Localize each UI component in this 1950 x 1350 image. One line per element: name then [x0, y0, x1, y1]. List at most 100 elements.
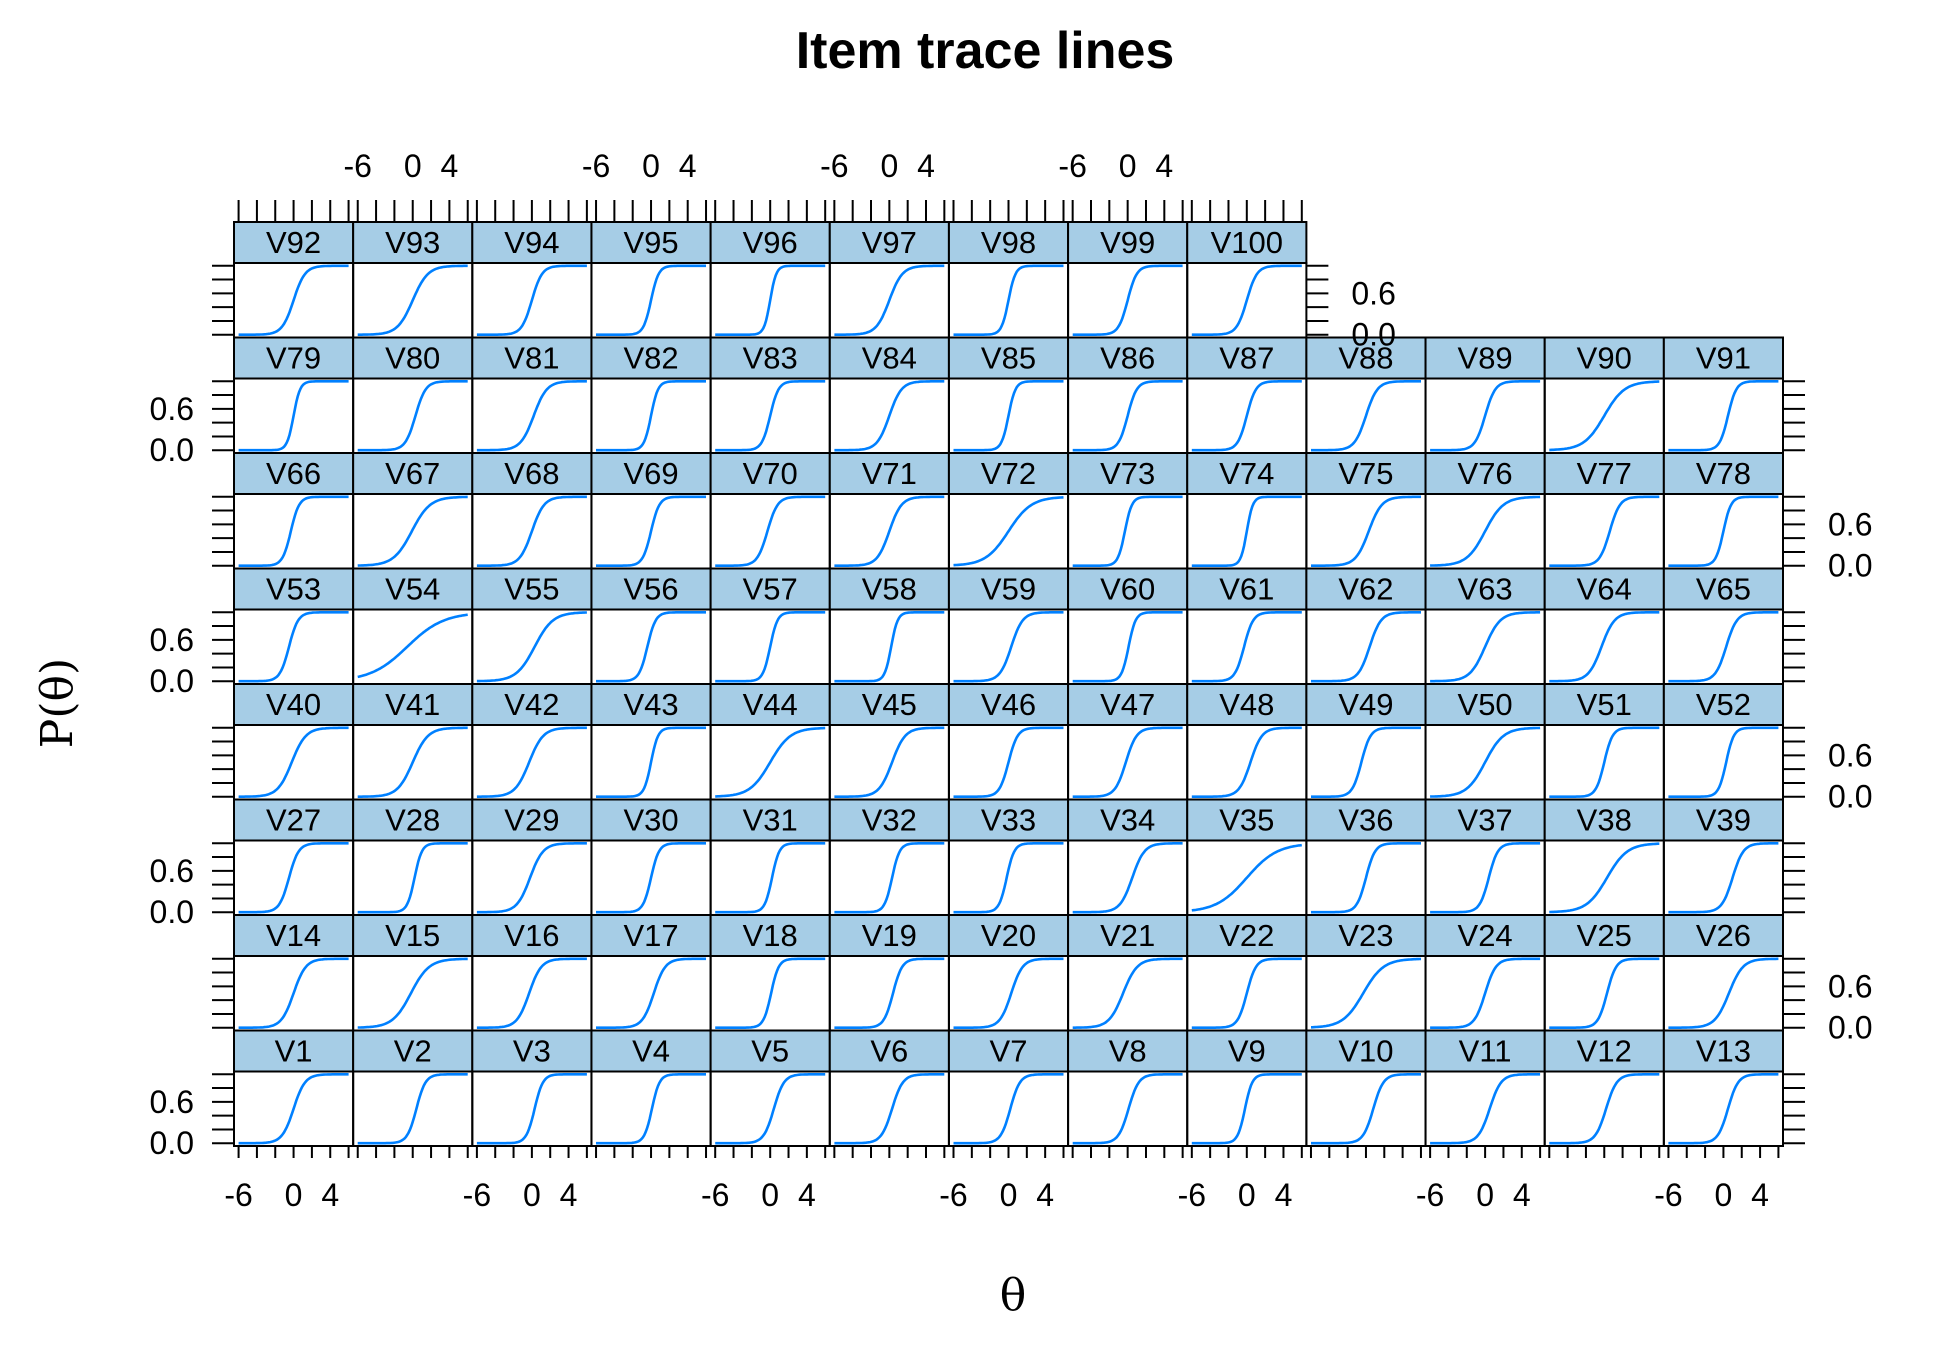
plot-area — [471, 724, 593, 801]
trace-line-V29 — [476, 842, 587, 914]
strip-V28 — [352, 798, 474, 842]
trace-line-V43 — [596, 726, 706, 798]
panel-V57: V57 — [709, 567, 831, 685]
x-tick-label: 4 — [1036, 1177, 1054, 1213]
strip-label: V92 — [266, 225, 321, 260]
plot-area — [1067, 493, 1189, 570]
panel-V33: V33 — [947, 798, 1070, 916]
x-tick-label-top: 4 — [1155, 148, 1173, 184]
plot-area — [1424, 1070, 1546, 1147]
strip-label: V75 — [1338, 456, 1393, 491]
panel-V3: V3 — [471, 1029, 593, 1147]
x-tick-label: -6 — [224, 1177, 252, 1213]
panel-V70: V70 — [709, 452, 831, 570]
strip-label: V9 — [1228, 1034, 1266, 1069]
plot-area — [947, 955, 1070, 1032]
panel-V51: V51 — [1543, 683, 1665, 801]
strip-label: V70 — [743, 456, 798, 491]
trace-line-V3 — [476, 1073, 587, 1145]
strip-V94 — [471, 221, 593, 264]
panel-V88: V88 — [1305, 336, 1427, 454]
strip-label: V7 — [990, 1034, 1028, 1069]
y-tick-label-right: 0.0 — [1828, 1010, 1872, 1046]
strip-label: V53 — [266, 572, 321, 607]
strip-label: V34 — [1100, 803, 1155, 838]
panel-V81: V81 — [471, 336, 593, 454]
plot-area — [1662, 839, 1785, 916]
trace-line-V91 — [1668, 380, 1779, 452]
trace-line-V37 — [1430, 842, 1541, 914]
plot-area — [947, 608, 1070, 685]
trace-line-V5 — [715, 1073, 826, 1145]
y-tick-label: 0.6 — [150, 622, 194, 658]
trace-line-V69 — [596, 495, 706, 567]
trace-line-V51 — [1549, 726, 1660, 798]
plot-area — [709, 1070, 831, 1147]
strip-V31 — [709, 798, 831, 842]
trace-line-V49 — [1311, 726, 1421, 798]
trace-line-V33 — [953, 842, 1064, 914]
strip-label: V33 — [981, 803, 1036, 838]
strip-label: V25 — [1577, 918, 1632, 953]
x-tick-label-top: 4 — [679, 148, 697, 184]
trace-line-V39 — [1668, 842, 1779, 914]
panel-V39: V39 — [1662, 798, 1785, 916]
panel-V25: V25 — [1543, 914, 1665, 1032]
strip-label: V35 — [1219, 803, 1274, 838]
panel-V15: V15 — [352, 914, 474, 1032]
strip-label: V87 — [1219, 341, 1274, 376]
strip-V12 — [1543, 1029, 1665, 1073]
x-tick-label: 4 — [1275, 1177, 1293, 1213]
strip-label: V69 — [623, 456, 678, 491]
panel-V100: V100 — [1186, 221, 1308, 339]
trace-line-V94 — [476, 264, 587, 336]
x-tick-label: -6 — [1178, 1177, 1206, 1213]
trace-line-V46 — [953, 726, 1064, 798]
panel-V98: V98 — [947, 221, 1070, 339]
strip-V20 — [947, 914, 1070, 957]
trace-line-V42 — [476, 726, 587, 798]
x-tick-label: 4 — [798, 1177, 816, 1213]
strip-label: V16 — [504, 918, 559, 953]
strip-label: V24 — [1458, 918, 1513, 953]
trace-line-V1 — [238, 1073, 349, 1145]
plot-area — [947, 839, 1070, 916]
strip-label: V43 — [623, 687, 678, 722]
strip-V25 — [1543, 914, 1665, 957]
strip-V89 — [1424, 336, 1546, 380]
strip-label: V39 — [1696, 803, 1751, 838]
y-tick-label: 0.6 — [150, 391, 194, 427]
x-tick-label: 4 — [321, 1177, 339, 1213]
panel-V86: V86 — [1067, 336, 1189, 454]
panel-V48: V48 — [1186, 683, 1308, 801]
panel-V2: V2 — [352, 1029, 474, 1147]
trace-line-V66 — [238, 495, 349, 567]
strip-label: V12 — [1577, 1034, 1632, 1069]
x-tick-label-top: -6 — [582, 148, 610, 184]
plot-area — [471, 608, 593, 685]
strip-V80 — [352, 336, 474, 380]
strip-label: V13 — [1696, 1034, 1751, 1069]
trace-line-V97 — [834, 264, 945, 336]
strip-label: V23 — [1338, 918, 1393, 953]
plot-area — [1662, 377, 1785, 454]
panel-V23: V23 — [1305, 914, 1427, 1032]
strip-label: V82 — [623, 341, 678, 376]
trace-line-V6 — [834, 1073, 945, 1145]
plot-area — [947, 1070, 1070, 1147]
x-tick-label: 0 — [1715, 1177, 1733, 1213]
panel-V92: V92 — [233, 221, 355, 339]
strip-label: V57 — [743, 572, 798, 607]
panel-V90: V90 — [1543, 336, 1665, 454]
trace-line-V19 — [834, 957, 945, 1029]
y-tick-label-right: 0.0 — [1828, 548, 1872, 584]
strip-label: V81 — [504, 341, 559, 376]
panel-V26: V26 — [1662, 914, 1785, 1032]
panel-grid: V1 V2 V3 V4 V5 V6 V7 V8 V9 V10 V11 V12 V13 V14 V15 V16 V… — [233, 221, 1785, 1147]
strip-V6 — [828, 1029, 950, 1073]
panel-V71: V71 — [828, 452, 950, 570]
trace-line-V52 — [1668, 726, 1779, 798]
strip-V26 — [1662, 914, 1785, 957]
panel-V38: V38 — [1543, 798, 1665, 916]
plot-area — [352, 1070, 474, 1147]
